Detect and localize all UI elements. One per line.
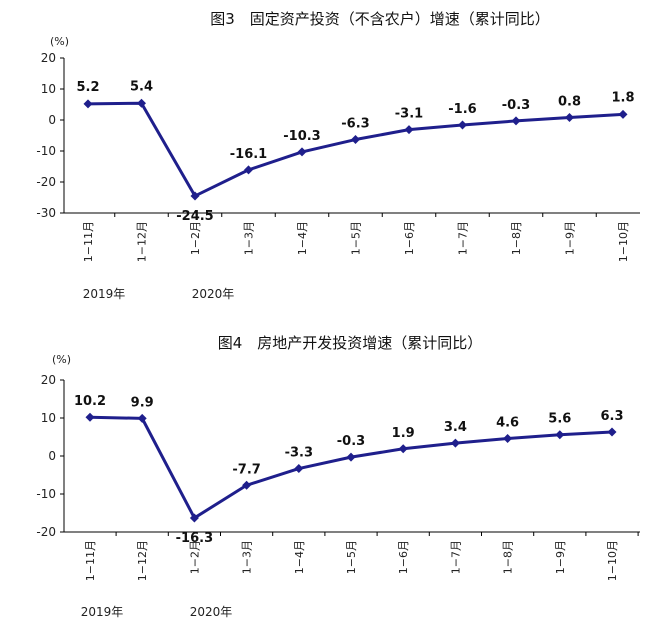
chart1-data-label: 1.8 xyxy=(611,90,634,105)
chart2-x-tick-label: 1−2月 xyxy=(188,540,201,574)
chart1-y-tick-label: 20 xyxy=(41,51,56,65)
chart1-y-tick-label: -20 xyxy=(36,175,56,189)
chart1-data-point xyxy=(458,120,467,130)
chart1-data-point xyxy=(190,191,200,201)
chart1-x-tick-label: 1−5月 xyxy=(350,221,363,255)
chart2-data-label: 6.3 xyxy=(600,409,623,424)
chart2-series-line xyxy=(89,415,613,520)
chart2-data-point xyxy=(503,434,513,444)
chart1-data-label: -3.1 xyxy=(395,107,423,122)
chart2-data-label: 4.6 xyxy=(496,416,519,431)
chart2-x-tick-label: 1−8月 xyxy=(502,540,515,574)
chart1-data-label: -24.5 xyxy=(176,209,213,224)
chart2-data-label: 1.9 xyxy=(392,426,415,441)
chart2-x-tick-label: 1−11月 xyxy=(84,540,97,581)
chart2-year-2019: 2019年 xyxy=(81,605,124,619)
chart2-data-point xyxy=(450,438,460,448)
chart1-data-point xyxy=(404,125,414,135)
chart1-y-tick-label: 0 xyxy=(48,113,56,127)
chart2-x-tick-label: 1−7月 xyxy=(449,540,462,574)
chart2-data-label: -0.3 xyxy=(337,434,365,449)
chart2-data-label: 3.4 xyxy=(444,420,467,435)
chart2-unit-label: (%) xyxy=(52,353,71,366)
chart1-data-label: -0.3 xyxy=(502,98,530,113)
chart1-year-2019: 2019年 xyxy=(83,287,126,301)
chart2-y-tick-label: 20 xyxy=(41,373,56,387)
chart2-x-tick-label: 1−5月 xyxy=(345,540,358,574)
chart2-data-label: -7.7 xyxy=(232,462,260,477)
chart1-data-point xyxy=(351,135,360,145)
chart2-x-tick-label: 1−12月 xyxy=(136,540,149,581)
chart1-y-tick-label: 10 xyxy=(41,82,56,96)
chart1-x-tick-label: 1−12月 xyxy=(136,221,149,262)
chart1-data-label: -16.1 xyxy=(230,147,267,162)
chart2-data-point xyxy=(555,430,565,440)
chart2-x-tick-label: 1−3月 xyxy=(241,540,254,574)
chart1-data-label: 0.8 xyxy=(558,95,581,110)
chart2-data-point xyxy=(398,444,408,454)
chart1-x-tick-label: 1−4月 xyxy=(296,221,309,255)
chart2-data-point xyxy=(189,513,199,523)
chart2-data-point xyxy=(137,413,147,423)
chart2-x-tick-label: 1−9月 xyxy=(554,540,567,574)
chart1-data-point xyxy=(137,98,146,108)
chart1-data-label: 5.4 xyxy=(130,79,153,94)
chart1-x-tick-label: 1−2月 xyxy=(189,221,202,255)
chart1-data-point xyxy=(244,165,253,175)
chart1-year-2020: 2020年 xyxy=(192,287,235,301)
chart2-data-point xyxy=(346,452,356,462)
chart2-y-tick-label: 0 xyxy=(48,449,56,463)
chart2-x-tick-label: 1−4月 xyxy=(293,540,306,574)
chart1-data-label: 5.2 xyxy=(76,80,99,95)
chart1-data-label: -1.6 xyxy=(448,102,476,117)
chart2-plot: 20 10 0 -10 -20 1−11月 1−12月 1−2月 1−3月 1−4月 1−5月 1−6… xyxy=(36,373,640,581)
chart2-y-tick-label: -10 xyxy=(36,487,56,501)
chart2-year-2020: 2020年 xyxy=(190,605,233,619)
chart1-data-point xyxy=(297,147,307,157)
chart1-x-tick-label: 1−3月 xyxy=(243,221,256,255)
chart1-unit-label: (%) xyxy=(50,35,69,48)
chart2-x-tick-label: 1−6月 xyxy=(397,540,410,574)
chart1-plot: 20 10 0 -10 -20 -30 1−11月 1−12月 1−2月 1−3月 1−4月 1−5月… xyxy=(36,51,640,262)
chart1-y-tick-label: -10 xyxy=(36,144,56,158)
chart2-data-label: 9.9 xyxy=(131,395,154,410)
chart1-data-label: -6.3 xyxy=(341,117,369,132)
chart2-data-point xyxy=(85,412,95,422)
chart2-data-label: -3.3 xyxy=(285,446,313,461)
chart2-data-point xyxy=(607,427,617,437)
chart1-data-point xyxy=(565,113,574,123)
chart1-x-tick-label: 1−9月 xyxy=(564,221,577,255)
chart1-x-tick-label: 1−11月 xyxy=(82,221,95,262)
chart1-x-tick-label: 1−8月 xyxy=(510,221,523,255)
chart2-x-tick-label: 1−10月 xyxy=(606,540,619,581)
chart1-x-tick-label: 1−7月 xyxy=(457,221,470,255)
chart2-data-label: -16.3 xyxy=(176,531,213,546)
chart2-y-tick-label: 10 xyxy=(41,411,56,425)
chart1-data-point xyxy=(83,99,93,109)
chart1-x-tick-label: 1−6月 xyxy=(403,221,416,255)
chart2-data-point xyxy=(242,480,252,490)
chart2-data-label: 10.2 xyxy=(74,394,106,409)
chart1-y-tick-label: -30 xyxy=(36,206,56,220)
chart2-data-point xyxy=(294,464,304,474)
chart1-data-point xyxy=(618,109,628,119)
chart1-data-label: -10.3 xyxy=(283,129,320,144)
chart2-data-label: 5.6 xyxy=(548,412,571,427)
chart1-title: 图3 固定资产投资（不含农户）增速（累计同比） xyxy=(210,10,550,28)
chart2-title: 图4 房地产开发投资增速（累计同比） xyxy=(218,334,483,352)
chart1-data-point xyxy=(511,116,521,126)
chart1-x-tick-label: 1−10月 xyxy=(617,221,630,262)
chart2-y-tick-label: -20 xyxy=(36,525,56,539)
